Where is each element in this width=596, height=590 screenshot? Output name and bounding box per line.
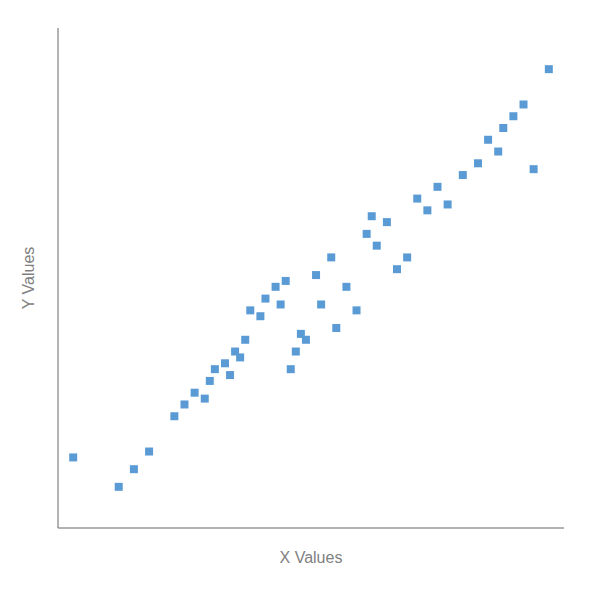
svg-text:X Values: X Values	[280, 549, 343, 566]
svg-text:Y Values: Y Values	[20, 247, 37, 310]
